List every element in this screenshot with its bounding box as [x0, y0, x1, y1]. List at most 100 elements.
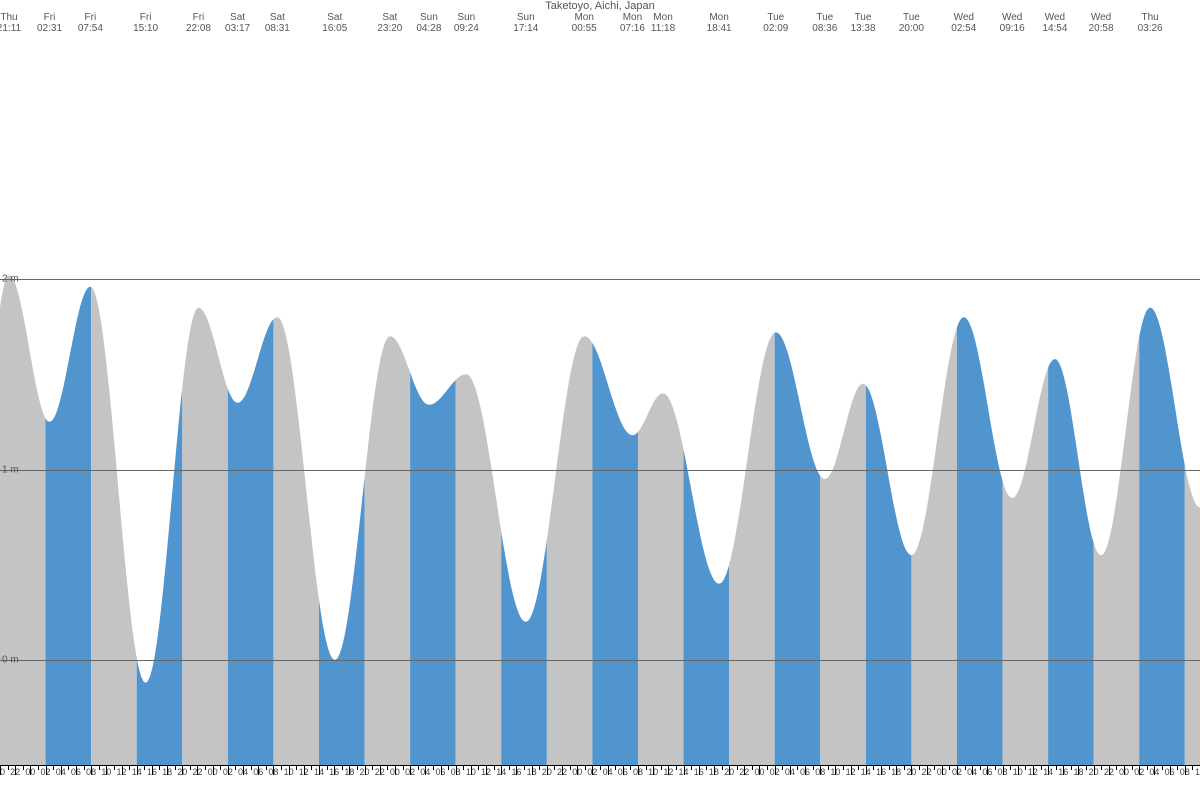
x-tick — [486, 765, 487, 775]
x-tick — [873, 765, 874, 770]
x-tick — [759, 765, 760, 775]
x-tick — [448, 765, 449, 770]
x-tick — [205, 765, 206, 770]
x-tick — [638, 765, 639, 775]
x-tick — [630, 765, 631, 770]
x-tick — [957, 765, 958, 775]
plot-area: 0 m1 m2 m 202200020406081012141618202200… — [0, 40, 1200, 780]
y-gridline — [0, 470, 1200, 471]
x-tick — [190, 765, 191, 770]
x-tick — [524, 765, 525, 770]
x-tick — [858, 765, 859, 770]
x-tick — [1170, 765, 1171, 775]
x-tick — [987, 765, 988, 775]
x-tick — [471, 765, 472, 775]
x-tick — [129, 765, 130, 770]
x-tick — [1177, 765, 1178, 770]
x-tick — [1124, 765, 1125, 775]
x-tick — [729, 765, 730, 775]
x-tick — [980, 765, 981, 770]
x-tick — [159, 765, 160, 770]
x-tick — [782, 765, 783, 770]
x-tick — [289, 765, 290, 775]
x-tick — [1063, 765, 1064, 775]
x-tick — [775, 765, 776, 775]
x-tick — [273, 765, 274, 775]
x-tick — [1086, 765, 1087, 770]
x-tick — [1192, 765, 1193, 770]
x-tick — [554, 765, 555, 770]
extremum-label: Thu21:11 — [0, 12, 21, 34]
x-tick — [365, 765, 366, 775]
x-tick — [1018, 765, 1019, 775]
x-tick — [767, 765, 768, 770]
extremum-label: Thu03:26 — [1138, 12, 1163, 34]
x-tick — [84, 765, 85, 770]
x-tick — [144, 765, 145, 770]
x-tick — [15, 765, 16, 775]
x-tick — [114, 765, 115, 770]
x-tick — [790, 765, 791, 775]
x-tick — [1109, 765, 1110, 775]
x-tick — [714, 765, 715, 775]
x-tick — [53, 765, 54, 770]
x-tick — [722, 765, 723, 770]
extremum-label: Fri22:08 — [186, 12, 211, 34]
x-tick — [615, 765, 616, 770]
x-tick — [706, 765, 707, 770]
x-tick — [456, 765, 457, 775]
x-tick — [91, 765, 92, 775]
x-tick — [387, 765, 388, 770]
x-tick — [995, 765, 996, 770]
x-tick — [1094, 765, 1095, 775]
x-tick — [296, 765, 297, 770]
extremum-label: Sun09:24 — [454, 12, 479, 34]
x-tick — [258, 765, 259, 775]
y-gridline-label: 1 m — [2, 464, 19, 475]
extremum-label: Tue08:36 — [812, 12, 837, 34]
extremum-label: Tue13:38 — [850, 12, 875, 34]
x-tick — [1154, 765, 1155, 775]
x-tick — [516, 765, 517, 775]
x-tick — [1162, 765, 1163, 770]
x-tick — [919, 765, 920, 770]
x-tick — [1041, 765, 1042, 770]
x-tick — [175, 765, 176, 770]
x-tick — [433, 765, 434, 770]
x-tick — [38, 765, 39, 770]
x-tick — [1116, 765, 1117, 770]
x-tick — [478, 765, 479, 770]
x-tick — [1132, 765, 1133, 770]
x-tick — [623, 765, 624, 775]
y-gridline — [0, 660, 1200, 661]
x-tick — [23, 765, 24, 770]
x-tick — [608, 765, 609, 775]
x-tick — [570, 765, 571, 770]
x-tick — [835, 765, 836, 775]
x-tick — [896, 765, 897, 775]
extremum-label: Fri02:31 — [37, 12, 62, 34]
x-tick — [213, 765, 214, 775]
x-tick — [327, 765, 328, 770]
x-tick — [30, 765, 31, 775]
extremum-label: Wed09:16 — [1000, 12, 1025, 34]
x-tick — [668, 765, 669, 775]
extremum-label: Sun17:14 — [513, 12, 538, 34]
x-tick — [0, 765, 1, 775]
x-tick — [501, 765, 502, 775]
x-tick — [691, 765, 692, 770]
x-tick — [942, 765, 943, 775]
x-tick — [592, 765, 593, 775]
extremum-label: Wed14:54 — [1042, 12, 1067, 34]
x-tick — [600, 765, 601, 770]
x-tick — [547, 765, 548, 775]
x-tick — [653, 765, 654, 775]
tide-chart: Taketoyo, Aichi, Japan Thu21:11Fri02:31F… — [0, 0, 1200, 800]
x-axis-labels: 2022000204060810121416182022000204060810… — [0, 767, 1200, 787]
x-tick — [334, 765, 335, 775]
x-tick — [828, 765, 829, 770]
extremum-label: Mon07:16 — [620, 12, 645, 34]
x-tick — [585, 765, 586, 770]
x-tick — [1185, 765, 1186, 775]
x-tick — [904, 765, 905, 770]
